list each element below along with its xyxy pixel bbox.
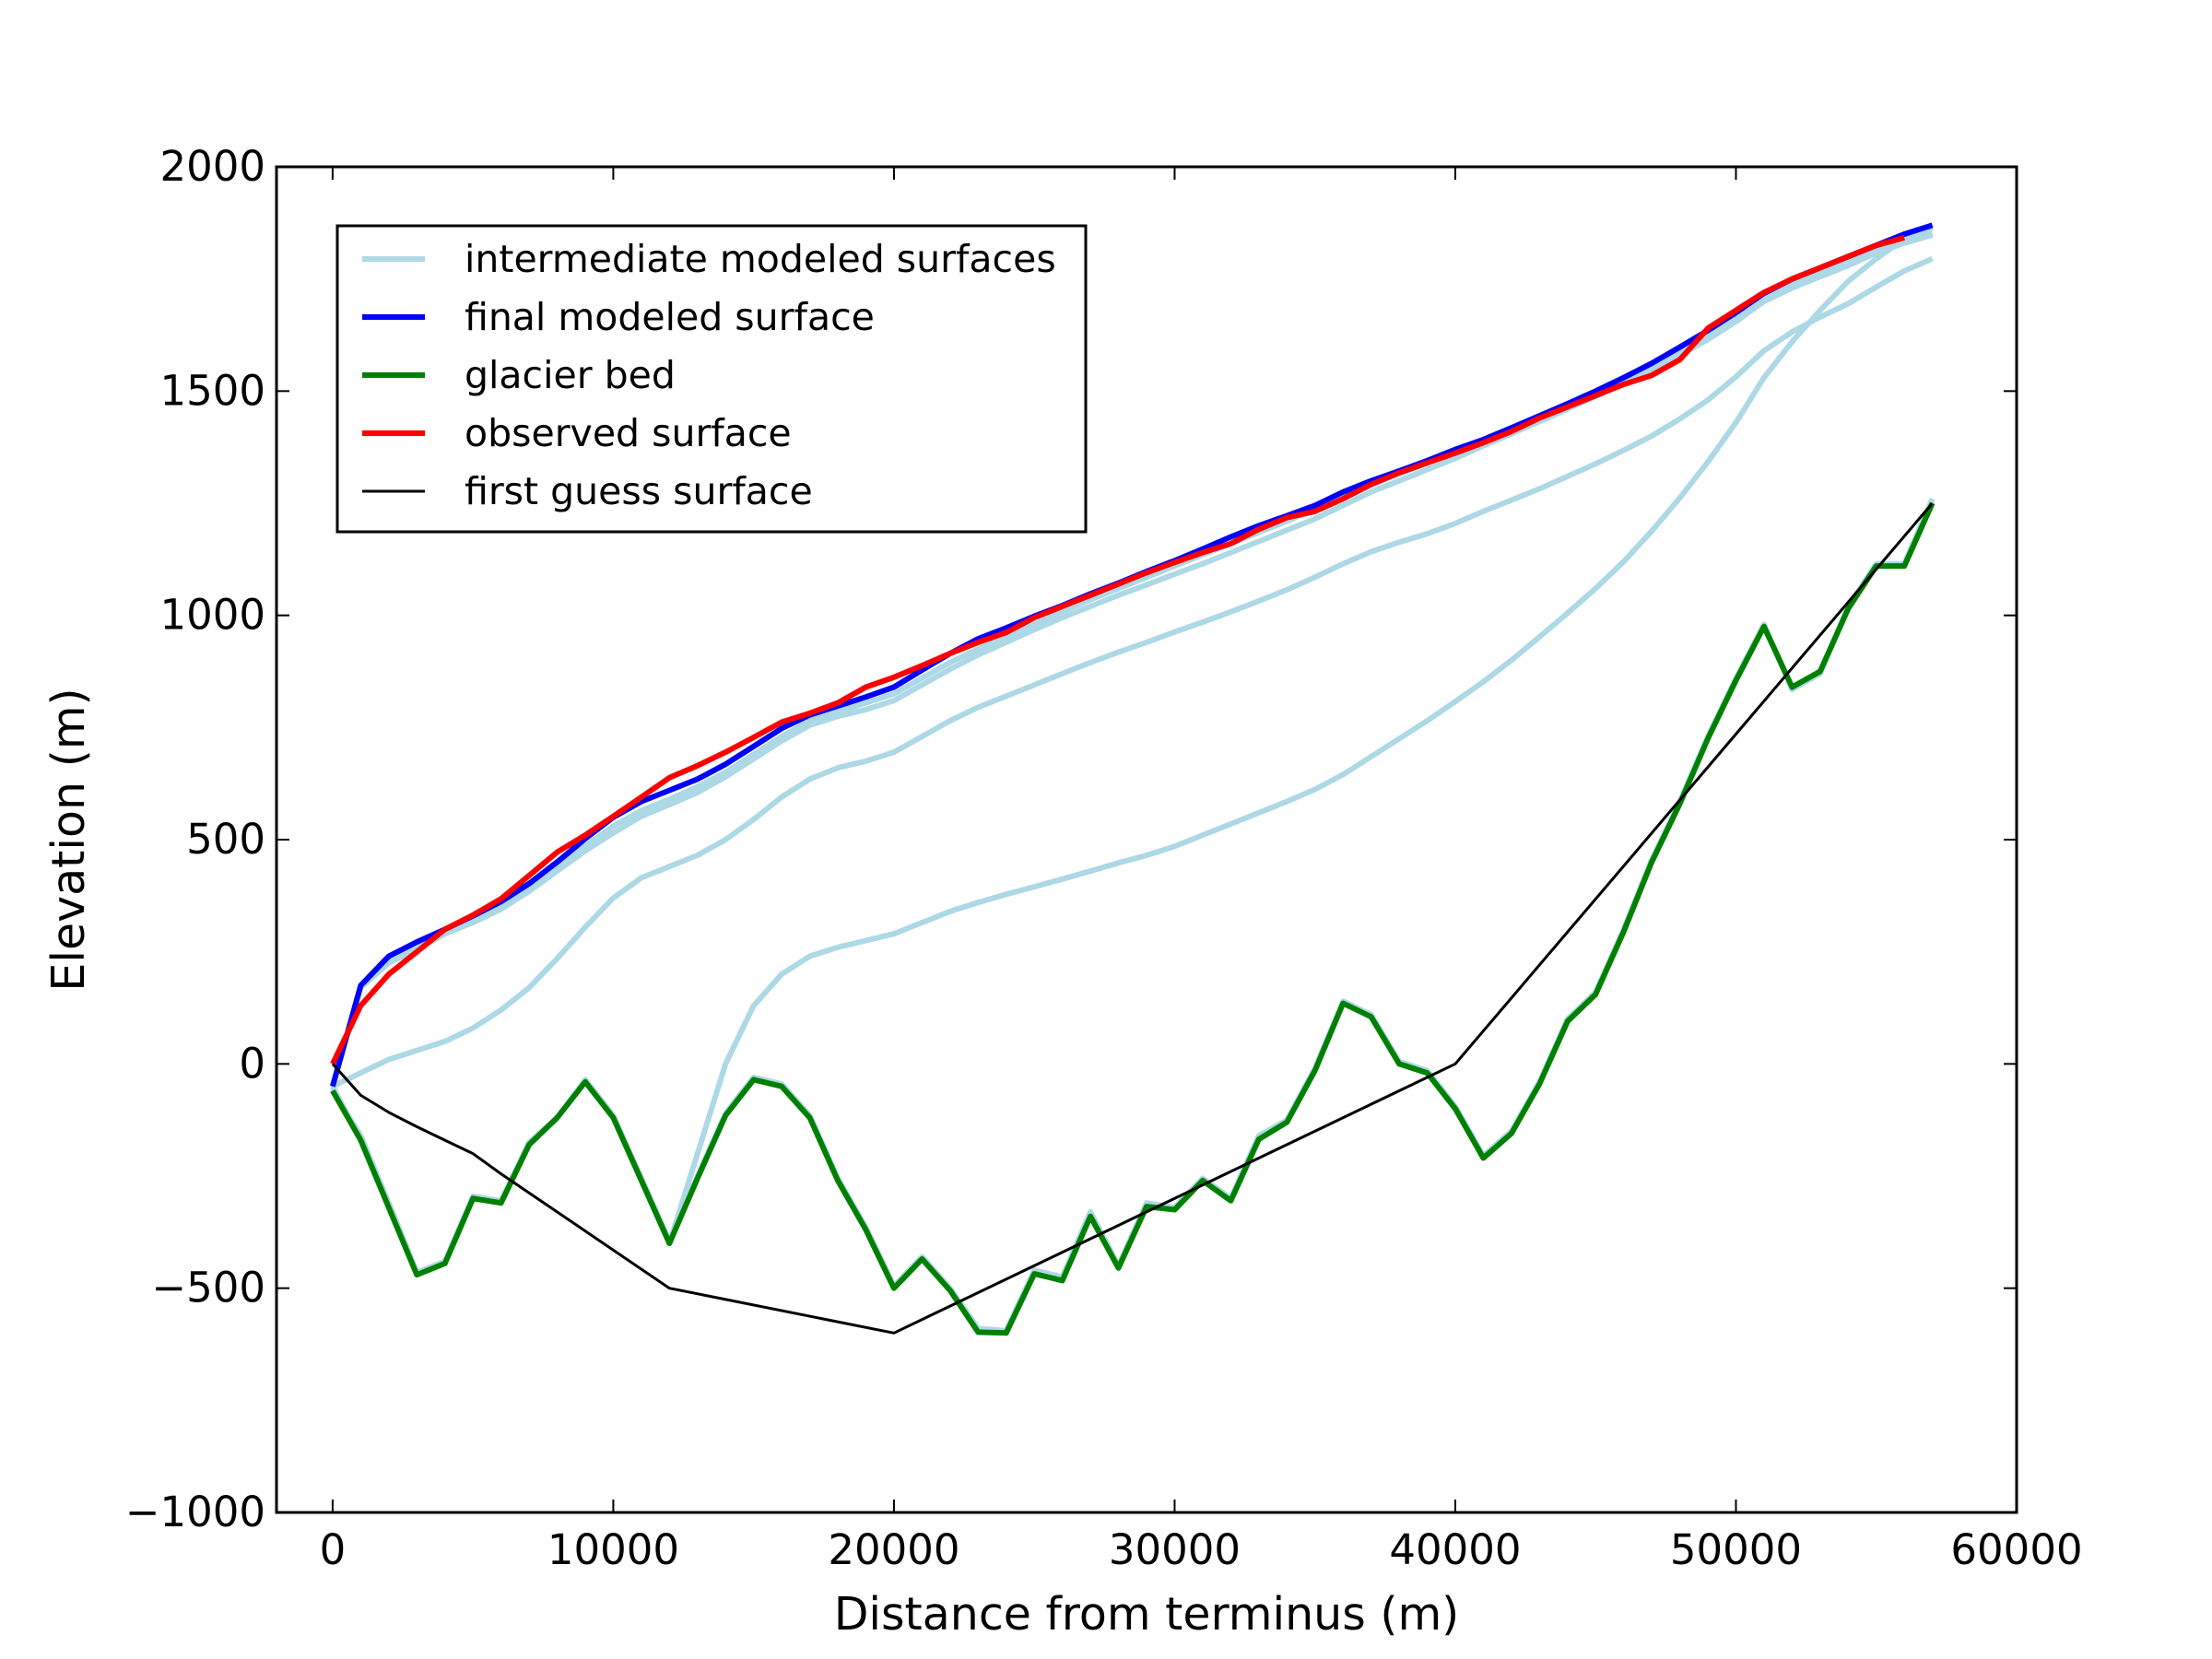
legend: intermediate modeled surfaces final model… xyxy=(335,224,1088,534)
legend-label-glacier-bed: glacier bed xyxy=(465,353,676,397)
legend-label-intermediate-modeled-surfaces: intermediate modeled surfaces xyxy=(465,237,1056,281)
x-axis: 0 10000 20000 30000 40000 50000 60000 xyxy=(320,167,2083,1574)
legend-label-observed-surface: observed surface xyxy=(465,411,792,455)
first-guess-surface-line xyxy=(331,502,1934,1335)
intermediate-surface-line-1 xyxy=(331,256,1934,1089)
legend-label-first-guess-surface: first guess surface xyxy=(465,469,813,513)
y-axis: −1000 −500 0 500 1000 1500 2000 xyxy=(125,142,2017,1536)
x-tick-label: 0 xyxy=(320,1525,347,1574)
y-axis-title: Elevation (m) xyxy=(42,688,95,991)
glacier-bed-line xyxy=(330,501,1936,1336)
x-tick-label: 50000 xyxy=(1670,1525,1802,1574)
legend-label-final-modeled-surface: final modeled surface xyxy=(465,295,875,339)
legend-box xyxy=(335,224,1088,534)
y-tick-label: 0 xyxy=(239,1039,265,1088)
x-tick-label: 30000 xyxy=(1109,1525,1241,1574)
y-tick-label: −1000 xyxy=(125,1488,265,1536)
y-tick-label: 2000 xyxy=(159,142,265,191)
y-tick-label: 500 xyxy=(186,815,265,864)
plot-lines xyxy=(330,222,1936,1336)
intermediate-surface-line-3 xyxy=(330,232,1934,1088)
x-tick-label: 60000 xyxy=(1950,1525,2082,1574)
x-axis-title: Distance from terminus (m) xyxy=(834,1588,1460,1641)
x-tick-label: 10000 xyxy=(547,1525,679,1574)
y-tick-label: 1000 xyxy=(159,591,265,640)
y-tick-label: 1500 xyxy=(159,366,265,415)
y-tick-label: −500 xyxy=(151,1264,265,1312)
x-tick-label: 40000 xyxy=(1389,1525,1521,1574)
x-tick-label: 20000 xyxy=(828,1525,959,1574)
observed-surface-line xyxy=(330,235,1905,1065)
